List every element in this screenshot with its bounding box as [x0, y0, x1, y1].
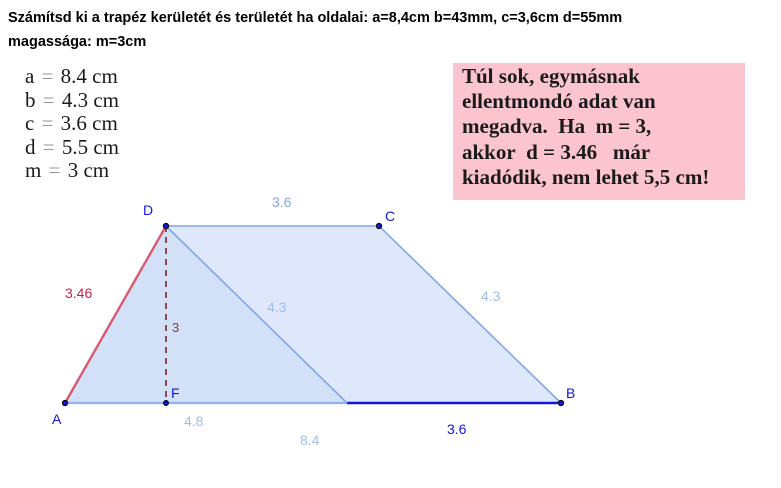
svg-text:D: D: [143, 202, 153, 218]
svg-text:4.3: 4.3: [481, 288, 501, 304]
svg-text:A: A: [52, 411, 62, 427]
svg-text:4.8: 4.8: [184, 413, 204, 429]
svg-text:4.3: 4.3: [267, 299, 287, 315]
svg-text:F: F: [171, 385, 180, 401]
svg-text:C: C: [385, 208, 395, 224]
svg-text:B: B: [566, 385, 575, 401]
svg-text:3.46: 3.46: [65, 285, 92, 301]
svg-text:8.4: 8.4: [300, 432, 320, 448]
svg-text:3: 3: [172, 320, 179, 335]
svg-text:3.6: 3.6: [272, 194, 292, 210]
svg-text:3.6: 3.6: [447, 421, 467, 437]
